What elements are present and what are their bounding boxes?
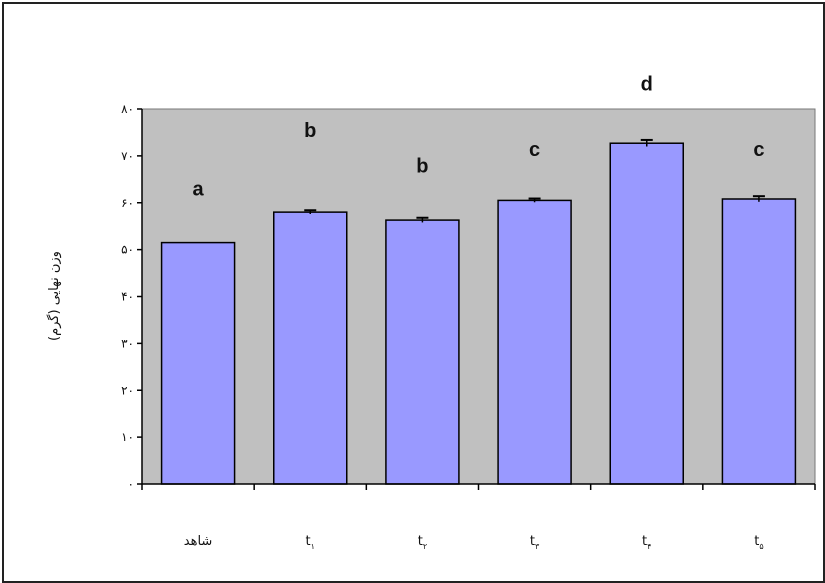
significance-letters: a b b c d c xyxy=(193,73,765,200)
y-tick-label: ۸۰ xyxy=(121,102,134,116)
bar xyxy=(609,142,684,485)
x-tick-label: t۲ xyxy=(418,534,427,551)
significance-letter: b xyxy=(304,120,316,142)
bar xyxy=(497,199,572,485)
y-tick-label: ۴۰ xyxy=(121,290,134,304)
bar xyxy=(721,198,797,485)
y-tick-label: ۷۰ xyxy=(121,149,134,163)
y-tick-label: ۳۰ xyxy=(121,336,134,350)
bar xyxy=(273,211,348,485)
bar xyxy=(160,241,236,485)
significance-letter: b xyxy=(416,155,428,177)
significance-letter: a xyxy=(193,179,205,201)
plot-area xyxy=(141,108,816,485)
y-tick-label: ۶۰ xyxy=(121,196,134,210)
significance-letter: c xyxy=(529,139,540,161)
y-tick-label: ۱۰ xyxy=(121,430,134,444)
y-tick-label: ۲۰ xyxy=(121,383,134,397)
y-axis: ۰ ۱۰ ۲۰ ۳۰ ۴۰ ۵۰ ۶۰ ۷۰ ۸۰ xyxy=(121,102,143,491)
x-tick-label: شاهد xyxy=(184,534,213,549)
y-axis-label: وزن نهایی (گرم) xyxy=(46,251,62,341)
significance-letter: c xyxy=(753,139,764,161)
significance-letter: d xyxy=(641,73,653,95)
bars xyxy=(160,142,797,485)
y-tick-label: ۰ xyxy=(128,477,134,491)
bar xyxy=(385,219,460,485)
y-tick-label: ۵۰ xyxy=(121,243,134,257)
x-tick-label: t۵ xyxy=(754,534,763,551)
x-tick-label: t۱ xyxy=(306,534,315,551)
x-tick-label: t۳ xyxy=(530,534,540,551)
x-axis: شاهد t۱ t۲ t۳ t۴ t۵ xyxy=(141,483,816,551)
x-tick-label: t۴ xyxy=(642,534,651,551)
error-bars xyxy=(304,138,765,223)
